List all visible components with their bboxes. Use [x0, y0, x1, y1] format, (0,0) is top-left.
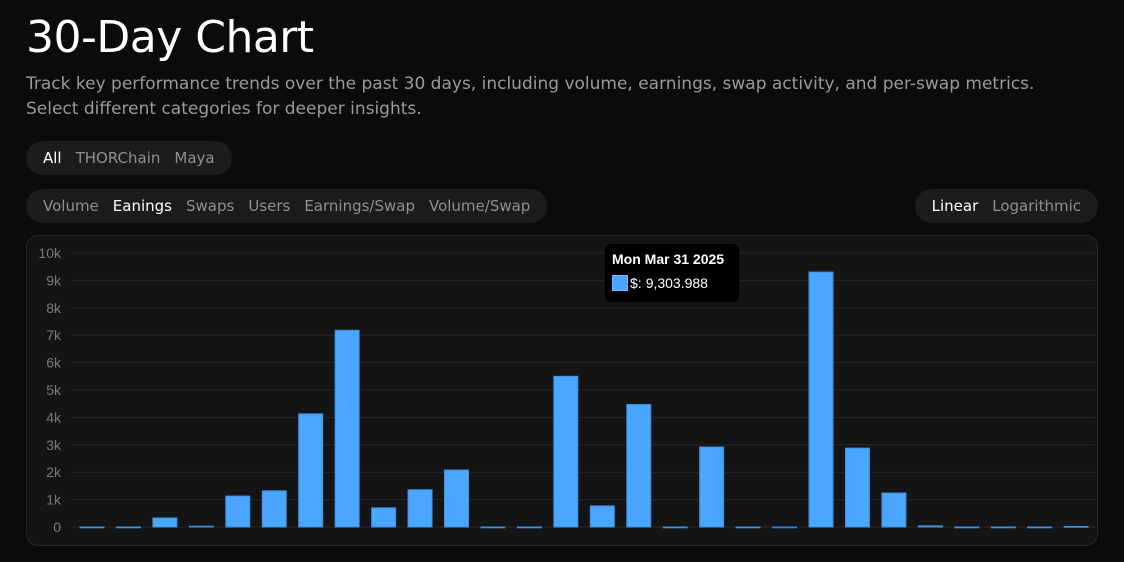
chart-bar[interactable]: [152, 517, 178, 528]
chart-bar[interactable]: [626, 404, 652, 528]
chart-bar[interactable]: [444, 469, 469, 528]
page-description: Track key performance trends over the pa…: [26, 74, 1035, 119]
chart-bar[interactable]: [298, 413, 324, 528]
tab-source-all[interactable]: All: [43, 149, 62, 167]
chart-bar[interactable]: [1063, 525, 1089, 528]
tooltip-value: 9,303.988: [645, 275, 708, 291]
y-tick-label: 5k: [46, 382, 62, 398]
chart-bar[interactable]: [371, 507, 397, 528]
scale-toggle-group: Linear Logarithmic: [914, 189, 1098, 223]
tab-metric-earnings[interactable]: Eanings: [112, 197, 172, 215]
chart-bar[interactable]: [881, 492, 907, 528]
tab-source-maya[interactable]: Maya: [174, 149, 215, 167]
tab-metric-volume[interactable]: Volume: [43, 197, 99, 215]
y-tick-label: 10k: [38, 245, 62, 261]
tab-metric-users[interactable]: Users: [248, 197, 291, 215]
y-tick-label: 1k: [46, 492, 62, 508]
chart-bar[interactable]: [115, 526, 141, 529]
page-title: 30-Day Chart: [26, 12, 314, 63]
y-tick-label: 2k: [46, 464, 62, 480]
chart-bar[interactable]: [480, 526, 506, 529]
y-tick-label: 7k: [46, 327, 62, 343]
tab-metric-earnings-per-swap[interactable]: Earnings/Swap: [304, 197, 415, 215]
chart-bar[interactable]: [225, 495, 251, 528]
chart-bar[interactable]: [954, 526, 980, 529]
chart-panel: 0 1k 2k 3k 4k 5k 6k 7k 8k 9k 10k Mon Mar 31 2025 $…: [26, 235, 1098, 546]
metric-filter-group: Volume Eanings Swaps Users Earnings/Swap…: [26, 189, 548, 223]
chart-tooltip: Mon Mar 31 2025 $: 9,303.988: [605, 244, 739, 302]
chart-bar[interactable]: [188, 525, 214, 528]
y-tick-label: 4k: [46, 409, 62, 425]
chart-bar[interactable]: [735, 526, 761, 529]
tab-metric-swaps[interactable]: Swaps: [185, 197, 235, 215]
chart-bar[interactable]: [553, 375, 579, 528]
chart-bar[interactable]: [516, 526, 542, 529]
chart-bar[interactable]: [808, 271, 834, 528]
chart-bar[interactable]: [699, 446, 725, 528]
chart-bar[interactable]: [662, 526, 688, 529]
bar-chart: 0 1k 2k 3k 4k 5k 6k 7k 8k 9k 10k: [38, 245, 1095, 535]
chart-bar[interactable]: [917, 525, 943, 528]
chart-bar[interactable]: [772, 526, 798, 529]
y-tick-label: 9k: [46, 272, 62, 288]
tooltip-date: Mon Mar 31 2025: [612, 251, 725, 267]
y-tick-label: 8k: [46, 300, 62, 316]
chart-bar[interactable]: [334, 329, 360, 528]
tab-source-thorchain[interactable]: THORChain: [75, 149, 161, 167]
chart-bar[interactable]: [990, 526, 1016, 529]
tooltip-series-label: $:: [630, 275, 642, 291]
tooltip-row: $: 9,303.988: [612, 275, 732, 291]
y-tick-label: 3k: [46, 437, 62, 453]
chart-bar[interactable]: [1027, 526, 1053, 529]
tab-scale-logarithmic[interactable]: Logarithmic: [992, 197, 1081, 215]
chart-bar[interactable]: [407, 489, 433, 528]
tooltip-series-swatch: [612, 275, 628, 291]
tab-scale-linear[interactable]: Linear: [931, 197, 979, 215]
tab-metric-volume-per-swap[interactable]: Volume/Swap: [428, 197, 531, 215]
chart-bar[interactable]: [844, 447, 870, 528]
y-tick-label: 6k: [46, 355, 62, 371]
source-filter-group: All THORChain Maya: [26, 141, 232, 175]
chart-bar[interactable]: [79, 526, 105, 529]
chart-bar[interactable]: [261, 490, 287, 528]
chart-bar[interactable]: [589, 505, 615, 528]
y-tick-label: 0: [53, 519, 61, 535]
